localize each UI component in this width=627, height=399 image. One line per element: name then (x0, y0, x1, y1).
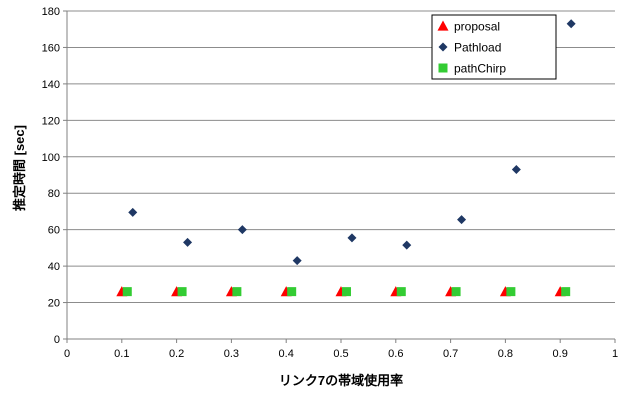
y-tick-label: 100 (42, 152, 60, 164)
points-layer (116, 19, 576, 297)
data-point-pathload (566, 19, 576, 29)
data-point-pathchirp (396, 287, 406, 297)
x-tick-label: 0.3 (224, 348, 239, 360)
data-point-pathchirp (177, 287, 187, 297)
data-point-pathload (457, 215, 467, 225)
data-point-pathload (511, 165, 521, 175)
data-point-pathchirp (232, 287, 242, 297)
legend-label: pathChirp (454, 62, 506, 76)
y-tick-label: 20 (48, 298, 60, 310)
x-tick-label: 0 (64, 348, 70, 360)
data-point-pathchirp (341, 287, 351, 297)
legend-marker-pathload (438, 42, 448, 52)
data-point-pathload (402, 240, 412, 250)
y-tick-label: 40 (48, 261, 60, 273)
legend-label: proposal (454, 20, 500, 34)
legend-box (431, 14, 557, 80)
data-point-pathload (292, 256, 302, 266)
data-point-pathchirp (506, 287, 516, 297)
x-tick-label: 0.4 (279, 348, 294, 360)
y-tick-label: 180 (42, 6, 60, 18)
y-axis-title: 推定時間 [sec] (12, 125, 27, 211)
x-tick-label: 1 (612, 348, 618, 360)
x-tick-label: 0.2 (169, 348, 184, 360)
x-tick-label: 0.7 (443, 348, 458, 360)
y-tick-label: 0 (54, 334, 60, 346)
y-tick-label: 60 (48, 225, 60, 237)
data-point-pathload (128, 207, 138, 217)
legend-label: Pathload (454, 41, 501, 55)
data-point-pathchirp (561, 287, 571, 297)
x-axis-title: リンク7の帯域使用率 (279, 373, 403, 388)
data-point-pathload (183, 237, 193, 247)
x-tick-label: 0.5 (333, 348, 348, 360)
y-tick-label: 80 (48, 188, 60, 200)
axis-layer: 0 20 40 60 80 100 120 140 160 180 0 0.1 0.2 0.3 0.4 0.5… (42, 6, 618, 360)
data-point-pathload (347, 233, 357, 243)
x-tick-label: 0.6 (388, 348, 403, 360)
legend-marker-pathchirp (438, 63, 448, 73)
grid-layer (67, 10, 615, 304)
x-tick-label: 0.1 (114, 348, 129, 360)
y-tick-label: 140 (42, 79, 60, 91)
y-tick-label: 160 (42, 42, 60, 54)
data-point-pathchirp (287, 287, 297, 297)
data-point-pathchirp (451, 287, 461, 297)
x-tick-label: 0.9 (553, 348, 568, 360)
legend-marker-proposal (437, 20, 449, 31)
x-tick-label: 0.8 (498, 348, 513, 360)
legend: proposal Pathload pathChirp (431, 14, 557, 80)
data-point-pathchirp (122, 287, 132, 297)
y-tick-label: 120 (42, 115, 60, 127)
data-point-pathload (237, 225, 247, 235)
